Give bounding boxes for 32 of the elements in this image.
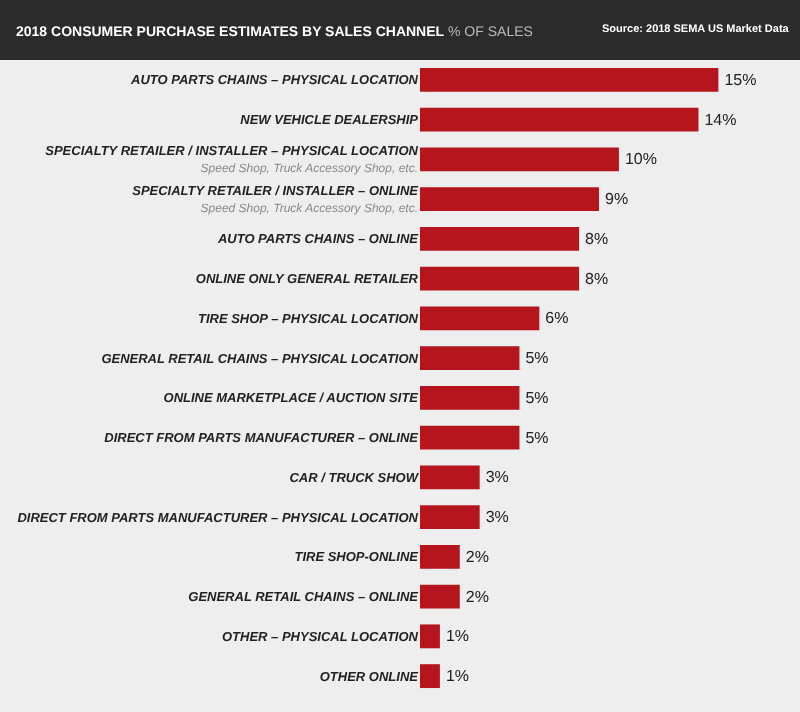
data-label: 10%: [624, 150, 657, 169]
data-label: 2%: [465, 547, 489, 566]
data-label: 5%: [525, 428, 549, 447]
bar: [420, 147, 619, 172]
data-label: 14%: [704, 110, 737, 129]
data-label: 3%: [485, 468, 509, 487]
bar: [420, 266, 580, 291]
bar: [420, 544, 460, 569]
bar: [420, 107, 699, 132]
bar: [420, 425, 520, 450]
data-label: 1%: [445, 667, 470, 686]
bar: [420, 226, 580, 251]
data-label: 9%: [605, 190, 629, 209]
data-label: 6%: [545, 309, 569, 328]
bar: [420, 664, 440, 689]
data-label: 1%: [445, 627, 470, 646]
bar: [420, 465, 480, 490]
bar: [420, 385, 520, 410]
data-label: 3%: [485, 508, 509, 527]
data-label: 15%: [724, 70, 757, 89]
bar: [420, 624, 440, 649]
bar: [420, 584, 460, 609]
data-label: 5%: [525, 349, 549, 368]
bar: [420, 346, 520, 371]
bar: [420, 505, 480, 530]
data-label: 8%: [585, 269, 609, 288]
data-label: 8%: [585, 229, 609, 248]
data-label: 2%: [465, 587, 489, 606]
bar: [420, 67, 719, 92]
data-label: 5%: [525, 388, 549, 407]
bar: [420, 187, 600, 212]
bar: [420, 306, 540, 331]
